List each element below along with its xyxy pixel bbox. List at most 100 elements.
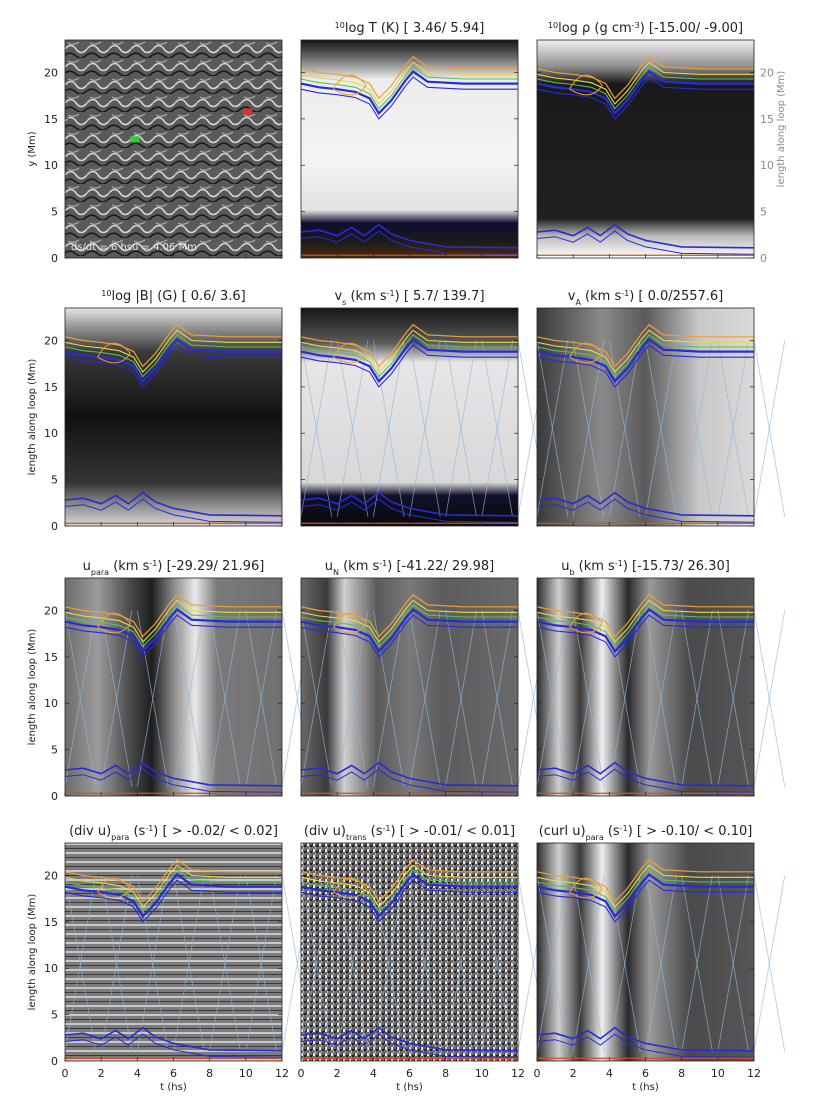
contour-blue-bottom (300, 1033, 519, 1058)
contour-blue-bottom (536, 498, 755, 523)
characteristic-line (372, 340, 405, 517)
characteristic-line (572, 610, 605, 787)
y-tick-label: 5 (51, 206, 58, 219)
y-tick-label-right: 20 (760, 66, 774, 79)
characteristic-line (372, 875, 405, 1052)
y-tick-label: 20 (44, 604, 58, 617)
characteristic-line (717, 875, 749, 1052)
y-tick-label: 15 (44, 381, 58, 394)
panel-uN: uN (km s-1) [-41.22/ 29.98] (300, 559, 550, 797)
contour-orange (300, 323, 518, 368)
y-tick-label: 15 (44, 651, 58, 664)
contour-orange-loop (97, 612, 131, 634)
contour-blue-bottom (300, 768, 519, 793)
x-tick-label: 4 (370, 1067, 377, 1080)
contour-yellow (300, 864, 518, 908)
characteristic-line (445, 610, 477, 787)
contour-yellow (536, 599, 754, 643)
characteristic-line (645, 875, 677, 1052)
panel-curlpara: (curl u)para (s-1) [ > -0.10/ < 0.10] 0 2 4… (534, 824, 786, 1093)
characteristic-line (300, 340, 333, 517)
contour-orange (536, 593, 754, 638)
contour-yellow (536, 61, 754, 105)
contour-orange (64, 858, 282, 903)
contour-blue-bottom (64, 1026, 283, 1052)
footpoint-marker-1 (243, 108, 253, 115)
characteristic-line (409, 340, 441, 517)
characteristic-line (717, 610, 749, 787)
characteristic-line (608, 875, 641, 1052)
panel-title-curlpara: (curl u)para (s-1) [ > -0.10/ < 0.10] (539, 824, 753, 842)
x-axis-label: t (hs) (160, 1082, 187, 1093)
contour-orange (536, 323, 754, 368)
contour-green (536, 334, 754, 378)
y-tick-label: 20 (44, 869, 58, 882)
characteristic-line (336, 875, 369, 1052)
contour-blue-bottom (536, 223, 755, 249)
contour-blue-top (536, 76, 754, 120)
characteristic-line (300, 610, 333, 787)
y-tick-label: 20 (44, 334, 58, 347)
characteristic-line (681, 875, 713, 1052)
panel-upara: upara (km s-1) [-29.29/ 21.96] 0 5 10 15 20 le… (27, 559, 314, 803)
contour-orange-loop (333, 74, 367, 96)
contour-blue-bottom (300, 230, 519, 255)
contour-yellow (536, 329, 754, 373)
panel-title-vA: vA (km s-1) [ 0.0/2557.6] (568, 289, 724, 307)
contour-blue-bottom (64, 761, 283, 787)
y-tick-label: 10 (44, 159, 58, 172)
characteristic-line (64, 610, 97, 787)
panel-title-logrho: 10log ρ (g cm-3) [-15.00/ -9.00] (548, 21, 743, 37)
y-tick-label: 0 (51, 1055, 58, 1068)
footpoint-marker-0 (130, 136, 140, 143)
contour-blue-top (64, 344, 282, 388)
y-tick-label: 10 (44, 697, 58, 710)
panel-title-logT: 10log T (K) [ 3.46/ 5.94] (335, 21, 485, 37)
contour-orange-loop (569, 877, 603, 899)
characteristic-line (173, 610, 205, 787)
characteristic-line (136, 875, 169, 1052)
contour-blue-top (536, 614, 754, 658)
contour-yellow (300, 61, 518, 105)
y-tick-label: 5 (51, 1009, 58, 1022)
contour-orange-loop (333, 877, 367, 899)
contour-yellow (300, 329, 518, 373)
characteristic-line (536, 610, 569, 787)
characteristic-line (209, 875, 241, 1052)
characteristic-line (681, 340, 713, 517)
y-tick-label: 15 (44, 113, 58, 126)
x-tick-label: 0 (62, 1067, 69, 1080)
contour-orange (536, 858, 754, 903)
contour-blue-top (536, 344, 754, 388)
contour-blue-top (300, 614, 518, 658)
characteristic-line (572, 340, 605, 517)
characteristic-line (245, 875, 277, 1052)
contour-orange (64, 593, 282, 638)
x-tick-label: 10 (475, 1067, 489, 1080)
contour-blue-top (536, 879, 754, 923)
contour-green (300, 604, 518, 648)
panel-ub: ub (km s-1) [-15.73/ 26.30] (536, 559, 786, 797)
characteristic-line (753, 340, 786, 517)
characteristic-line (645, 340, 677, 517)
contour-orange-loop (569, 74, 603, 96)
contour-green (536, 66, 754, 110)
contour-green (300, 334, 518, 378)
panel-title-divpara: (div u)para (s-1) [ > -0.02/ < 0.02] (69, 824, 278, 842)
contour-green (536, 869, 754, 913)
characteristic-line (336, 340, 369, 517)
heatmap-image-logT (301, 40, 518, 258)
characteristic-line (481, 875, 513, 1052)
y-tick-label: 0 (51, 252, 58, 265)
contour-green (64, 869, 282, 913)
x-tick-label: 10 (711, 1067, 725, 1080)
heatmap-image-logrho (537, 40, 754, 258)
contour-blue-bottom (536, 491, 755, 517)
x-axis-label: t (hs) (632, 1082, 659, 1093)
contour-green (536, 604, 754, 648)
characteristic-line (409, 610, 441, 787)
characteristic-line (64, 875, 97, 1052)
characteristic-line (136, 610, 169, 787)
heatmap-image-map (65, 40, 282, 258)
y-tick-label: 5 (51, 474, 58, 487)
